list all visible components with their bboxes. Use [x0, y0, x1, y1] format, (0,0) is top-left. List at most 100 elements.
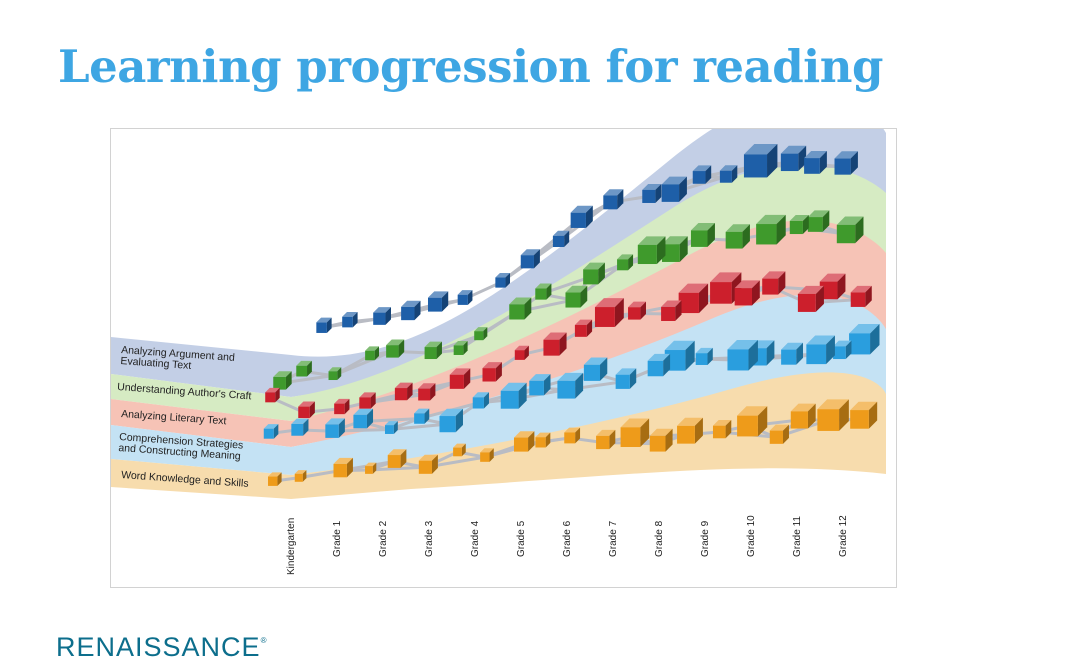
progression-cube [472, 392, 489, 409]
progression-cube [661, 176, 687, 202]
progression-cube [449, 368, 471, 389]
progression-cube [647, 353, 671, 377]
progression-cube [316, 317, 332, 333]
progression-cube [737, 406, 768, 437]
progression-cube [509, 297, 532, 320]
progression-cube [583, 357, 608, 381]
grade-label-3: Grade 3 [424, 520, 435, 557]
progression-cube [789, 215, 809, 235]
learning-progression-diagram: Analyzing Argument and Evaluating Text U… [110, 128, 897, 588]
progression-cube [353, 408, 374, 429]
progression-cube [342, 311, 358, 328]
progression-cube [574, 319, 593, 337]
progression-cube [268, 472, 282, 486]
progression-cube [620, 418, 650, 448]
progression-cube [628, 301, 646, 320]
progression-cube [849, 323, 880, 355]
progression-cube [373, 307, 391, 325]
progression-cube [596, 429, 616, 450]
progression-cube [725, 224, 750, 249]
registered-mark: ® [260, 636, 267, 645]
progression-cube [365, 346, 380, 361]
grade-label-kindergarten: Kindergarten [286, 518, 297, 575]
progression-cube [734, 280, 760, 306]
progression-cube [833, 340, 852, 360]
progression-cube [756, 214, 786, 245]
progression-cube [834, 151, 858, 175]
progression-cube [474, 327, 488, 341]
progression-cube [804, 151, 827, 174]
grade-label-5: Grade 5 [516, 520, 527, 557]
progression-cube [529, 374, 551, 396]
progression-cube [570, 205, 593, 228]
progression-cube [535, 283, 552, 300]
progression-cube [265, 387, 280, 403]
strand-label-argument: Analyzing Argument and Evaluating Text [120, 344, 238, 375]
progression-cube [453, 341, 468, 355]
grade-label-9: Grade 9 [700, 520, 711, 557]
progression-cube [359, 392, 376, 409]
progression-cube [762, 271, 786, 295]
progression-cube [642, 183, 662, 203]
progression-cube [710, 272, 742, 304]
grade-label-8: Grade 8 [654, 520, 665, 557]
progression-cube [514, 345, 529, 360]
progression-cube [692, 165, 712, 184]
strand-band-0 [111, 129, 886, 397]
progression-cube [514, 431, 535, 452]
slide-title: Learning progression for reading [58, 40, 883, 93]
cube-connector [389, 422, 448, 432]
progression-cube [291, 418, 309, 436]
grade-label-12: Grade 12 [838, 515, 849, 557]
progression-cube [298, 401, 315, 419]
progression-cube [386, 339, 405, 358]
progression-cube [850, 401, 878, 429]
grade-label-7: Grade 7 [608, 520, 619, 557]
grade-label-11: Grade 11 [792, 516, 803, 557]
progression-cube [690, 222, 715, 247]
progression-cube [414, 408, 430, 424]
progression-cube [850, 285, 872, 307]
renaissance-logo: RENAISSANCE® [56, 632, 266, 663]
progression-cube [661, 300, 682, 321]
progression-cube [790, 403, 816, 429]
progression-cube [273, 371, 292, 390]
progression-cube [819, 273, 846, 300]
progression-cube [543, 332, 567, 356]
progression-cube [806, 335, 835, 365]
grade-axis-labels: Kindergarten Grade 1 Grade 2 Grade 3 Gra… [286, 515, 849, 575]
progression-cube [334, 398, 350, 415]
progression-cube [677, 417, 703, 444]
grade-label-1: Grade 1 [332, 520, 343, 557]
progression-cube [615, 368, 637, 389]
progression-cube [678, 283, 709, 314]
strand-bands [111, 129, 886, 499]
grade-label-6: Grade 6 [562, 520, 573, 557]
progression-cube [564, 427, 581, 444]
progression-cube [495, 272, 511, 288]
strand-band-3 [111, 294, 886, 475]
progression-cube [617, 254, 634, 271]
progression-cube [482, 362, 502, 382]
progression-cube [325, 418, 345, 438]
strand-band-4 [111, 372, 886, 499]
grade-label-2: Grade 2 [378, 520, 389, 557]
progression-cube [427, 291, 449, 312]
progression-cube [603, 189, 624, 210]
progression-cube [263, 424, 279, 439]
progression-cube [649, 428, 673, 452]
strand-band-2 [111, 220, 886, 447]
progression-cube [480, 448, 494, 462]
progression-cube [637, 236, 666, 265]
progression-cube [424, 341, 442, 360]
progression-cube [457, 290, 473, 305]
brand-wordmark: RENAISSANCE [56, 632, 261, 662]
progression-cube [552, 230, 570, 248]
progression-cube [365, 462, 377, 474]
cube-cluster [263, 143, 880, 486]
progression-cube [817, 399, 849, 431]
progression-cube [797, 285, 824, 312]
progression-cube [712, 419, 732, 439]
progression-cube [453, 443, 466, 457]
progression-cube [535, 432, 551, 448]
